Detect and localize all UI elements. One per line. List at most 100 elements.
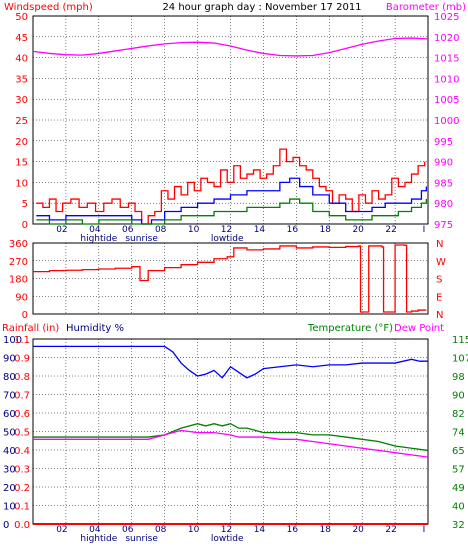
x-tick-label: 10 (188, 225, 200, 235)
rain-tick-label: 0.9 (14, 354, 30, 365)
humidity-tick-label: 90 (3, 354, 16, 365)
series-layer (32, 37, 429, 525)
temp-tick-label: 57 (452, 465, 465, 476)
temp-tick-label: 98 (452, 372, 465, 383)
x-tick-label: 12 (221, 525, 232, 535)
direction-line (33, 244, 427, 313)
wind-axis-title: Windspeed (mph) (4, 2, 93, 13)
temperature-line (33, 423, 429, 452)
average-line (36, 177, 428, 225)
wind-tick-label: 50 (15, 12, 28, 23)
humidity-tick-label: 10 (3, 502, 16, 513)
humidity-tick-label: 60 (3, 409, 16, 420)
x-tick-label: 08 (155, 225, 167, 235)
rain-tick-label: 0.5 (14, 428, 30, 439)
x-tick-label: 20 (352, 525, 364, 535)
x-tick-label: I (423, 525, 426, 535)
x-tick-label: 02 (56, 225, 67, 235)
x-tick-label: 20 (352, 225, 364, 235)
x-tick-label: 12 (221, 225, 232, 235)
temp-tick-label: 40 (452, 502, 465, 513)
rainfall-legend: Rainfall (in) (2, 323, 59, 334)
x-tick-label: 08 (155, 525, 167, 535)
direction-tick-label: 90 (15, 292, 28, 303)
wind-tick-label: 25 (15, 116, 28, 127)
baro-tick-label: 985 (434, 178, 453, 189)
wind-tick-label: 35 (15, 74, 28, 85)
wind-tick-label: 45 (15, 33, 28, 44)
dewpoint-line (33, 429, 429, 458)
baro-tick-label: 1010 (434, 74, 459, 85)
x-tick-label: 18 (320, 225, 332, 235)
rain-tick-label: 0.7 (14, 391, 30, 402)
wind-tick-label: 15 (15, 158, 28, 169)
baro-tick-label: 1025 (434, 12, 459, 23)
humidity-tick-label: 70 (3, 391, 16, 402)
tide-label: hightide (80, 234, 117, 244)
barometer-line (32, 37, 429, 57)
temp-tick-label: 49 (452, 483, 465, 494)
x-tick-label: 16 (287, 525, 299, 535)
temp-tick-label: 82 (452, 409, 465, 420)
baro-axis-title: Barometer (mb) (386, 2, 466, 13)
wind-tick-label: 20 (15, 137, 28, 148)
humidity-tick-label: 30 (3, 465, 16, 476)
temp-tick-label: 65 (452, 446, 465, 457)
humidity-tick-label: 80 (3, 372, 16, 383)
direction-tick-label: 360 (9, 239, 28, 250)
chart-title: 24 hour graph day : November 17 2011 (162, 2, 361, 13)
tide-label: lowtide (211, 234, 244, 244)
compass-tick-label: N (436, 310, 443, 321)
compass-tick-label: E (436, 292, 442, 303)
humidity-tick-label: 100 (3, 335, 22, 346)
x-tick-label: 14 (254, 525, 266, 535)
temperature-legend: Temperature (°F) (307, 323, 393, 334)
rain-tick-label: 0.8 (14, 372, 30, 383)
rain-tick-label: 0.2 (14, 483, 30, 494)
temp-tick-label: 74 (452, 428, 465, 439)
x-tick-label: 10 (188, 525, 200, 535)
wind-tick-label: 5 (22, 199, 28, 210)
baro-tick-label: 980 (434, 199, 453, 210)
humidity-legend: Humidity % (66, 323, 124, 334)
tide-label: sunrise (125, 234, 158, 244)
humidity-tick-label: 50 (3, 428, 16, 439)
x-tick-label: 22 (385, 225, 396, 235)
x-tick-label: 06 (122, 525, 134, 535)
baro-tick-label: 990 (434, 158, 453, 169)
baro-tick-label: 1000 (434, 116, 459, 127)
wind-tick-label: 40 (15, 54, 28, 65)
tide-label: sunrise (125, 534, 158, 544)
temp-tick-label: 90 (452, 391, 465, 402)
x-tick-label: 04 (89, 525, 101, 535)
humidity-tick-label: 0 (3, 520, 9, 531)
baro-tick-label: 1015 (434, 54, 459, 65)
baro-tick-label: 995 (434, 137, 453, 148)
temp-tick-label: 115 (452, 335, 468, 346)
rain-tick-label: 0.6 (14, 409, 30, 420)
baro-tick-label: 1005 (434, 95, 459, 106)
x-tick-label: 18 (320, 525, 332, 535)
tide-label: hightide (80, 534, 117, 544)
compass-tick-label: W (436, 257, 446, 268)
compass-tick-label: S (436, 275, 442, 286)
wind-tick-label: 0 (22, 220, 28, 231)
rain-tick-label: 0.4 (14, 446, 30, 457)
temp-tick-label: 107 (452, 354, 468, 365)
x-tick-label: I (423, 225, 426, 235)
rain-tick-label: 0.0 (14, 520, 30, 531)
wind-tick-label: 10 (15, 178, 28, 189)
compass-tick-label: N (436, 239, 443, 250)
tide-label: lowtide (211, 534, 244, 544)
humidity-tick-label: 20 (3, 483, 16, 494)
x-tick-label: 14 (254, 225, 266, 235)
x-tick-label: 06 (122, 225, 134, 235)
baro-tick-label: 1020 (434, 33, 459, 44)
humidity-line (33, 345, 428, 379)
rain-tick-label: 1.1 (14, 335, 30, 346)
x-tick-label: 04 (89, 225, 101, 235)
rain-tick-label: 0.3 (14, 465, 30, 476)
x-tick-label: 02 (56, 525, 67, 535)
